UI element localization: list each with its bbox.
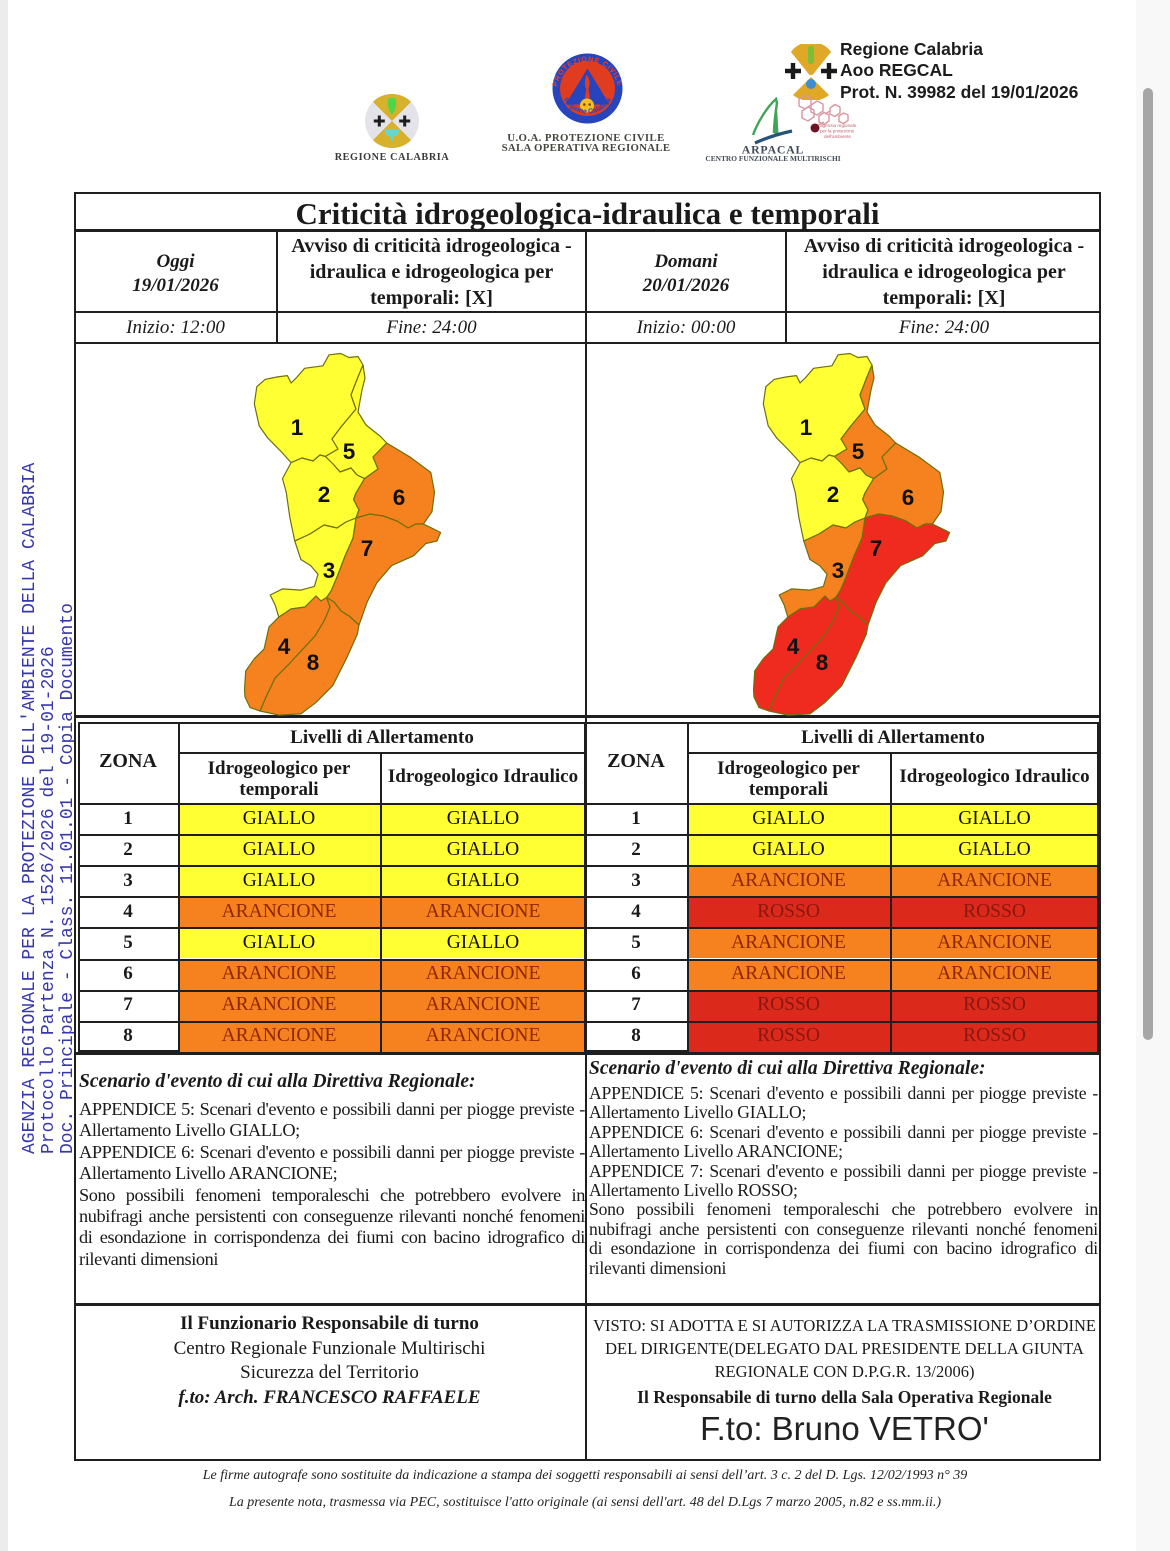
svg-text:5: 5 xyxy=(343,439,356,464)
svg-text:per la protezione: per la protezione xyxy=(820,129,855,134)
svg-text:4: 4 xyxy=(787,634,800,659)
svg-text:2: 2 xyxy=(827,482,840,507)
svg-text:8: 8 xyxy=(816,650,829,675)
svg-text:1: 1 xyxy=(291,415,304,440)
svg-text:3: 3 xyxy=(832,558,845,583)
svg-text:6: 6 xyxy=(902,485,915,510)
svg-text:3: 3 xyxy=(323,558,336,583)
svg-text:7: 7 xyxy=(361,536,374,561)
svg-text:2: 2 xyxy=(318,482,331,507)
svg-text:CENTRO FUNZIONALE MULTIRISCHI: CENTRO FUNZIONALE MULTIRISCHI xyxy=(705,154,840,163)
svg-text:1: 1 xyxy=(800,415,813,440)
svg-text:6: 6 xyxy=(393,485,406,510)
svg-text:agenzia regionale: agenzia regionale xyxy=(820,123,857,128)
svg-text:5: 5 xyxy=(852,439,865,464)
svg-text:dell'ambiente: dell'ambiente xyxy=(824,134,851,139)
svg-text:8: 8 xyxy=(307,650,320,675)
svg-text:4: 4 xyxy=(278,634,291,659)
svg-text:7: 7 xyxy=(870,536,883,561)
svg-text:ARPACAL: ARPACAL xyxy=(742,143,804,157)
